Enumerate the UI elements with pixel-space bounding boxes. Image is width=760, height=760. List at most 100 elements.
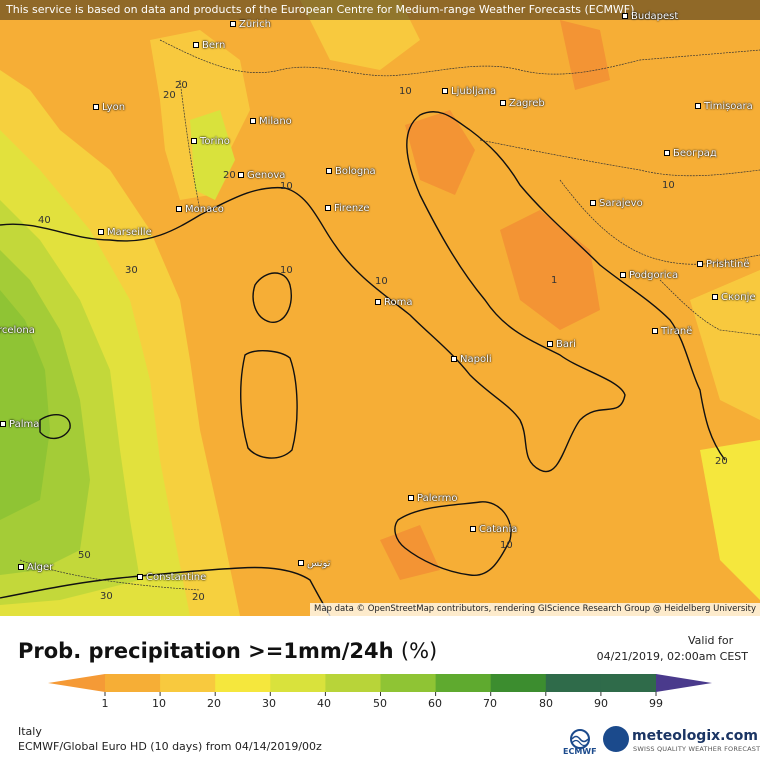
scale-arrow-high — [656, 674, 712, 692]
scale-tick-label: 1 — [101, 697, 109, 710]
scale-tick-label: 10 — [152, 697, 166, 710]
sicily — [394, 501, 512, 576]
city-marker[interactable]: Bologna — [326, 166, 376, 177]
brand-tagline: SWISS QUALITY WEATHER FORECASTING — [633, 745, 760, 753]
meteologix-logo-icon[interactable] — [603, 726, 629, 752]
city-marker[interactable]: Београд — [664, 148, 717, 159]
city-marker[interactable]: Sarajevo — [590, 198, 643, 209]
city-dot-icon — [230, 21, 236, 27]
scale-color-segment — [105, 674, 161, 692]
city-dot-icon — [93, 104, 99, 110]
balkan-coast — [469, 129, 726, 461]
scale-color-segment — [545, 674, 602, 692]
contour-label: 30 — [125, 265, 138, 276]
valid-date: 04/21/2019, 02:00am CEST — [596, 650, 748, 663]
city-marker[interactable]: Podgorica — [620, 270, 678, 281]
city-dot-icon — [0, 421, 6, 427]
country-borders — [19, 39, 760, 591]
city-marker[interactable]: Milano — [250, 116, 292, 127]
city-dot-icon — [191, 138, 197, 144]
city-dot-icon — [325, 205, 331, 211]
city-marker[interactable]: Firenze — [325, 203, 370, 214]
city-dot-icon — [500, 100, 506, 106]
scale-color-segment — [380, 674, 437, 692]
scale-tick-label: 40 — [317, 697, 331, 710]
scale-tick-label: 70 — [483, 697, 497, 710]
scale-tick-label: 60 — [428, 697, 442, 710]
city-marker[interactable]: Скопје — [712, 292, 756, 303]
city-dot-icon — [18, 564, 24, 570]
city-dot-icon — [408, 495, 414, 501]
scale-tick-label: 90 — [594, 697, 608, 710]
city-dot-icon — [547, 341, 553, 347]
border-alps — [159, 39, 760, 77]
contour-label: 20 — [715, 456, 728, 467]
italy-coast — [0, 111, 626, 473]
city-marker[interactable]: Roma — [375, 297, 413, 308]
city-marker[interactable]: Marseille — [98, 227, 152, 238]
map-attribution[interactable]: Map data © OpenStreetMap contributors, r… — [310, 603, 760, 616]
city-marker[interactable]: Timișoara — [695, 101, 753, 112]
city-dot-icon — [137, 574, 143, 580]
brand-name[interactable]: meteologix.com — [632, 728, 758, 744]
contour-label: 10 — [399, 86, 412, 97]
city-dot-icon — [620, 272, 626, 278]
scale-color-segment — [160, 674, 216, 692]
city-dot-icon — [298, 560, 304, 566]
city-marker[interactable]: Zagreb — [500, 98, 545, 109]
city-marker[interactable]: Ljubljana — [442, 86, 496, 97]
contour-label: 10 — [500, 540, 513, 551]
scale-tick-label: 50 — [373, 697, 387, 710]
city-marker[interactable]: Bari — [547, 339, 576, 350]
city-marker[interactable]: تونس — [298, 558, 330, 569]
city-marker[interactable]: Tiranë — [652, 326, 692, 337]
precipitation-map[interactable]: This service is based on data and produc… — [0, 0, 760, 616]
city-marker[interactable]: Lyon — [93, 102, 125, 113]
city-marker[interactable]: Budapest — [622, 11, 678, 22]
city-dot-icon — [98, 229, 104, 235]
contour-label: 10 — [280, 181, 293, 192]
contour-label: 10 — [280, 265, 293, 276]
city-marker[interactable]: Prishtinë — [697, 259, 749, 270]
border-balkans-1 — [479, 139, 760, 177]
map-canvas — [0, 0, 760, 616]
map-field-greece — [700, 440, 760, 600]
city-dot-icon — [451, 356, 457, 362]
city-marker[interactable]: Zürich — [230, 19, 271, 30]
data-source-banner: This service is based on data and produc… — [0, 0, 760, 20]
city-dot-icon — [250, 118, 256, 124]
map-field-1-10-hungary — [560, 20, 610, 90]
contour-label: 20 — [192, 592, 205, 603]
border-balkans-3 — [659, 279, 760, 336]
border-balkans-2 — [559, 179, 760, 265]
mallorca — [39, 414, 71, 439]
contour-label: 20 — [223, 170, 236, 181]
scale-color-segment — [325, 674, 381, 692]
city-marker[interactable]: Torino — [191, 136, 230, 147]
ecmwf-label: ECMWF — [563, 747, 597, 756]
city-marker[interactable]: Palma — [0, 419, 39, 430]
city-marker[interactable]: Monaco — [176, 204, 224, 215]
contour-label: 20 — [163, 90, 176, 101]
city-marker[interactable]: Constantine — [137, 572, 206, 583]
city-marker[interactable]: Alger — [18, 562, 53, 573]
city-marker[interactable]: Palermo — [408, 493, 457, 504]
scale-tick-label: 30 — [262, 697, 276, 710]
city-dot-icon — [712, 294, 718, 300]
city-marker[interactable]: Barcelona — [0, 325, 35, 336]
scale-tick-label: 80 — [539, 697, 553, 710]
city-dot-icon — [176, 206, 182, 212]
city-marker[interactable]: Catania — [470, 524, 517, 535]
city-marker[interactable]: Bern — [193, 40, 225, 51]
scale-color-segment — [270, 674, 326, 692]
color-scale-bar — [48, 674, 712, 696]
scale-color-segment — [600, 674, 657, 692]
city-marker[interactable]: Napoli — [451, 354, 492, 365]
city-dot-icon — [238, 172, 244, 178]
city-dot-icon — [326, 168, 332, 174]
city-marker[interactable]: Genova — [238, 170, 285, 181]
contour-label: 10 — [662, 180, 675, 191]
ecmwf-logo-icon[interactable] — [564, 728, 596, 756]
city-dot-icon — [697, 261, 703, 267]
city-dot-icon — [622, 13, 628, 19]
